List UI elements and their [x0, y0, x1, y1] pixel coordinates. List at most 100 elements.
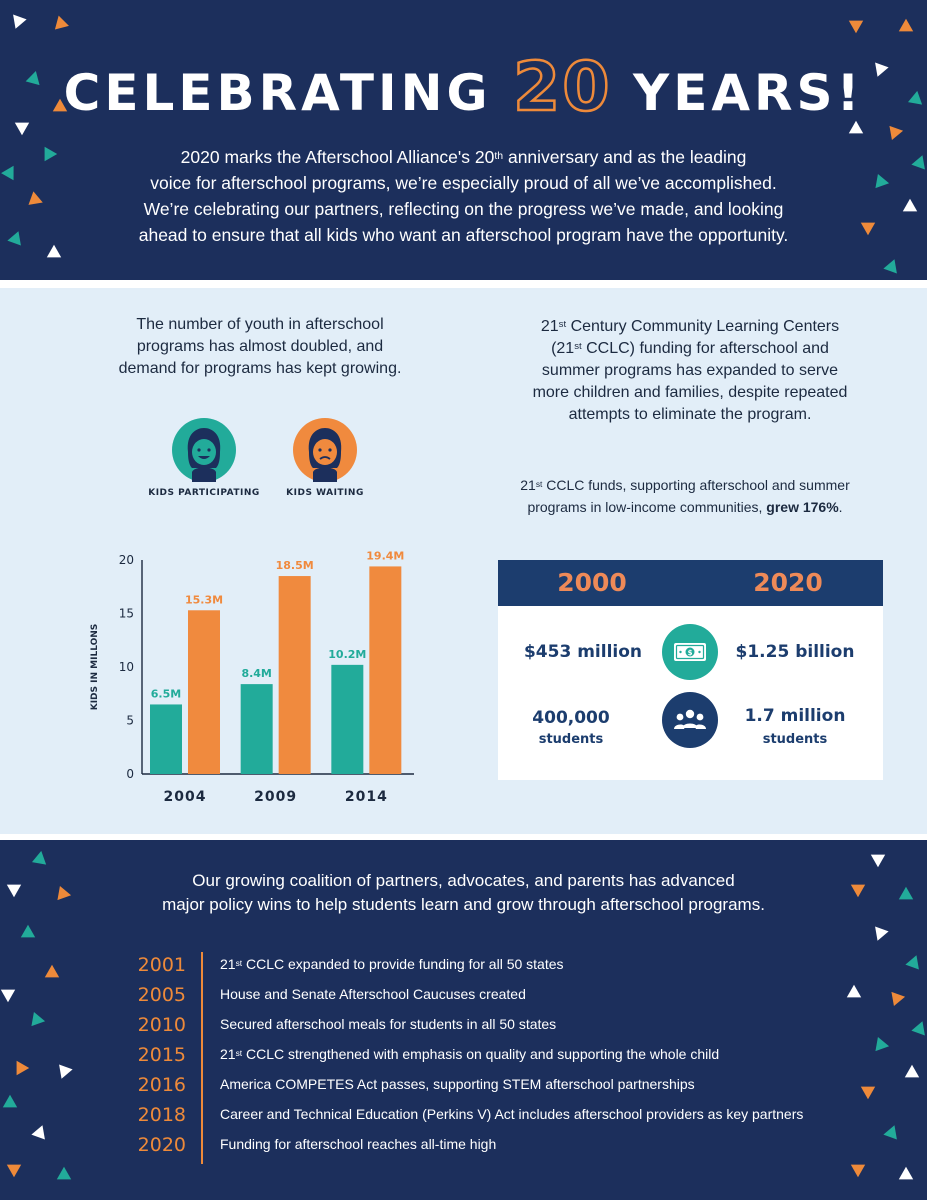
timeline-text: 21st CCLC expanded to provide funding fo…	[220, 956, 870, 972]
intro-text: ahead to ensure that all kids who want a…	[138, 225, 789, 245]
timeline-text-body: CCLC expanded to provide funding for all…	[242, 956, 564, 972]
x-tick-label: 2004	[164, 789, 207, 805]
confetti-triangle	[7, 231, 21, 246]
funding-2000: $453 million	[523, 642, 643, 662]
confetti-triangle	[16, 1060, 30, 1076]
sad-girl-icon	[308, 428, 342, 482]
confetti-triangle	[902, 198, 918, 212]
confetti-triangle	[0, 989, 16, 1003]
year-2000: 2000	[557, 568, 627, 597]
bar-waiting-2009	[278, 576, 311, 774]
x-tick-label: 2014	[345, 789, 388, 805]
title-years: YEARS!	[633, 64, 864, 122]
confetti-triangle	[59, 1064, 73, 1079]
confetti-triangle	[848, 120, 864, 134]
confetti-triangle	[870, 854, 886, 868]
anniversary-banner: CELEBRATING 20 YEARS! 2020 marks the Aft…	[0, 0, 927, 280]
confetti-triangle	[13, 14, 27, 29]
policy-wins-section: Our growing coalition of partners, advoc…	[0, 840, 927, 1200]
title-number: 20	[512, 47, 612, 129]
students-2020-label: students	[762, 732, 828, 747]
growth-highlight: grew 176%	[766, 499, 839, 515]
confetti-decoration	[0, 850, 925, 1180]
ordinal-suffix: st	[558, 319, 567, 331]
text-line: Our growing coalition of partners, advoc…	[192, 871, 735, 890]
confetti-triangle	[6, 1164, 22, 1178]
cclc-funding-text: 21st Century Community Learning Centers …	[500, 316, 880, 426]
confetti-triangle	[6, 884, 22, 898]
timeline-text: House and Senate Afterschool Caucuses cr…	[220, 986, 870, 1002]
confetti-triangle	[25, 71, 40, 86]
confetti-triangle	[57, 885, 72, 901]
coalition-text: Our growing coalition of partners, advoc…	[100, 869, 827, 917]
kids-bar-chart: 0 5 10 15 20 KIDS IN MILLONS 6.5M 15.3M 2004 8.4M…	[80, 526, 440, 806]
confetti-triangle	[875, 173, 890, 189]
text-line: CCLC funds, supporting afterschool and s…	[542, 477, 850, 493]
confetti-triangle	[54, 15, 69, 30]
timeline-row: 2010 Secured afterschool meals for studen…	[130, 1012, 870, 1042]
group-people-icon	[662, 692, 718, 748]
confetti-triangle	[898, 886, 914, 900]
confetti-triangle	[56, 1166, 72, 1180]
students-2000-label: students	[538, 732, 604, 747]
confetti-triangle	[898, 1166, 914, 1180]
money-bill-icon: $	[662, 624, 718, 680]
text-line: 21	[540, 318, 559, 335]
ordinal-suffix: st	[574, 341, 582, 353]
happy-girl-icon	[187, 428, 221, 482]
data-label: 6.5M	[151, 687, 181, 700]
confetti-triangle	[883, 1125, 897, 1140]
bar-chart-svg: 0 5 10 15 20 KIDS IN MILLONS 6.5M 15.3M 2004 8.4M…	[90, 549, 414, 805]
cclc-growth-note: 21st CCLC funds, supporting afterschool …	[490, 474, 880, 518]
confetti-triangle	[907, 90, 923, 105]
text-line: attempts to eliminate the program.	[568, 406, 812, 423]
timeline-text-body: CCLC strengthened with emphasis on quali…	[242, 1046, 720, 1062]
y-tick-label: 15	[119, 607, 134, 621]
intro-text: We’re celebrating our partners, reflecti…	[143, 199, 784, 219]
svg-text:$: $	[688, 649, 693, 657]
text-line: Century Community Learning Centers	[566, 318, 840, 335]
stats-section: The number of youth in afterschool progr…	[0, 288, 927, 834]
text-line: more children and families, despite repe…	[532, 384, 848, 401]
confetti-triangle	[850, 884, 866, 898]
confetti-triangle	[905, 955, 919, 970]
data-label: 18.5M	[276, 559, 314, 572]
data-label: 15.3M	[185, 593, 223, 606]
confetti-triangle	[850, 1164, 866, 1178]
confetti-triangle	[1, 165, 14, 181]
text-line: programs has almost doubled, and	[136, 338, 384, 355]
confetti-triangle	[883, 259, 897, 274]
timeline-row: 2001 21st CCLC expanded to provide fundin…	[130, 952, 870, 982]
timeline-divider	[201, 952, 203, 1164]
timeline-text: 21st CCLC strengthened with emphasis on …	[220, 1046, 870, 1062]
timeline-row: 2015 21st CCLC strengthened with emphasis…	[130, 1042, 870, 1072]
timeline-text-body: America COMPETES Act passes, supporting …	[220, 1076, 695, 1092]
confetti-triangle	[875, 62, 889, 77]
timeline-text-prefix: 21	[220, 956, 236, 972]
students-2020-number: 1.7 million	[744, 706, 846, 726]
data-label: 8.4M	[241, 667, 271, 680]
timeline-year: 2015	[137, 1044, 186, 1066]
text-line: 21	[520, 477, 536, 493]
intro-text: 2020 marks the Afterschool Alliance's 20	[180, 147, 495, 167]
year-2020: 2020	[753, 568, 823, 597]
text-line: .	[838, 499, 843, 515]
confetti-triangle	[31, 1125, 45, 1140]
confetti-triangle	[20, 924, 36, 938]
bar-participating-2009	[240, 684, 273, 774]
legend-waiting: KIDS WAITING	[286, 488, 364, 498]
group-people-icon	[674, 709, 706, 729]
ordinal-suffix: st	[535, 478, 543, 489]
page-title: CELEBRATING 20 YEARS!	[0, 47, 927, 129]
timeline-year: 2005	[137, 984, 186, 1006]
intro-text: anniversary and as the leading	[503, 147, 747, 167]
data-label: 10.2M	[328, 648, 366, 661]
intro-paragraph: 2020 marks the Afterschool Alliance's 20…	[110, 144, 817, 248]
comparison-header: 2000 2020	[498, 560, 883, 606]
confetti-triangle	[2, 1094, 18, 1108]
timeline-row: 2018 Career and Technical Education (Perk…	[130, 1102, 870, 1132]
money-bill-icon: $	[674, 643, 706, 661]
timeline-year: 2001	[137, 954, 186, 976]
confetti-triangle	[889, 125, 904, 141]
text-line: programs in low-income communities,	[527, 499, 767, 515]
